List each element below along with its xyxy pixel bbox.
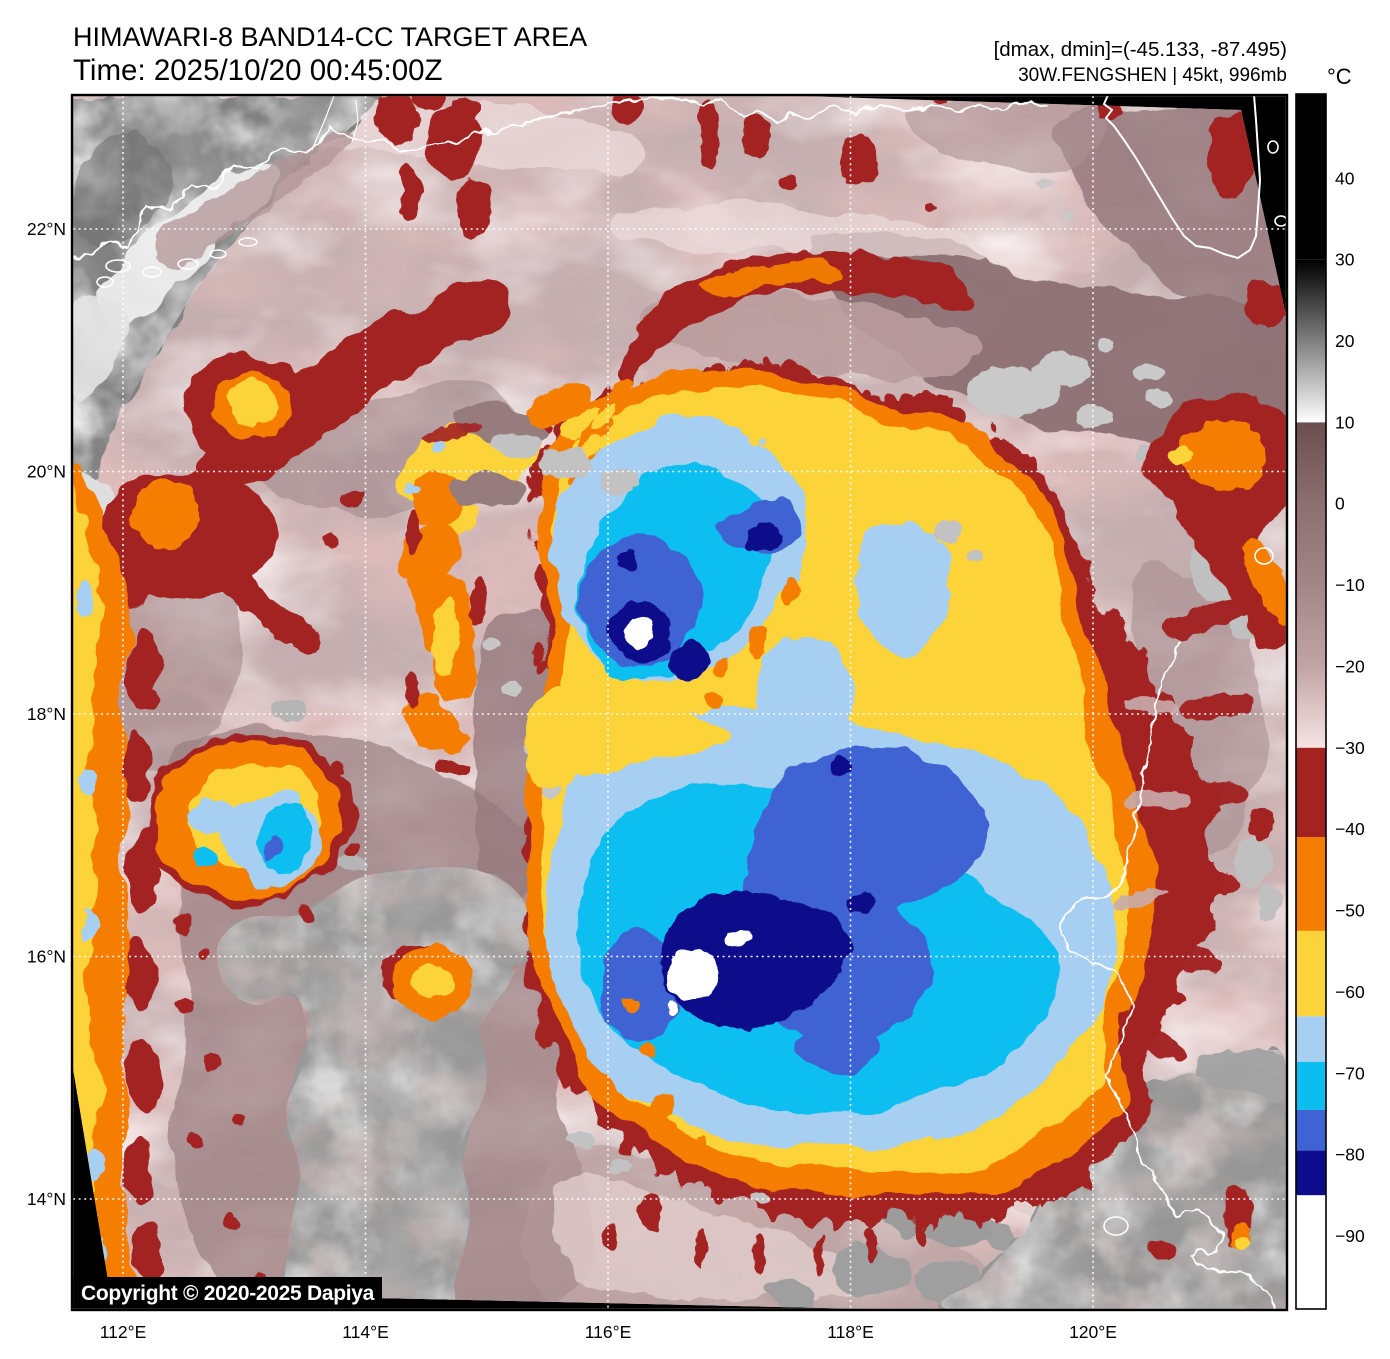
svg-text:−40: −40 (1335, 819, 1365, 839)
svg-text:20°N: 20°N (27, 462, 66, 482)
svg-text:−10: −10 (1335, 575, 1365, 595)
svg-text:Copyright © 2020-2025 Dapiya: Copyright © 2020-2025 Dapiya (81, 1282, 375, 1305)
svg-text:−20: −20 (1335, 657, 1365, 677)
svg-text:30: 30 (1335, 250, 1355, 270)
svg-text:20: 20 (1335, 331, 1355, 351)
svg-text:16°N: 16°N (27, 947, 66, 967)
svg-text:22°N: 22°N (27, 219, 66, 239)
svg-text:HIMAWARI-8 BAND14-CC TARGET AR: HIMAWARI-8 BAND14-CC TARGET AREA (73, 22, 587, 52)
svg-text:−50: −50 (1335, 901, 1365, 921)
svg-text:40: 40 (1335, 168, 1355, 188)
svg-text:°C: °C (1327, 64, 1352, 89)
svg-text:14°N: 14°N (27, 1189, 66, 1209)
svg-text:120°E: 120°E (1069, 1322, 1117, 1342)
svg-text:Time: 2025/10/20 00:45:00Z: Time: 2025/10/20 00:45:00Z (73, 54, 443, 87)
svg-text:112°E: 112°E (100, 1322, 147, 1342)
svg-text:118°E: 118°E (827, 1322, 874, 1342)
svg-text:0: 0 (1335, 494, 1345, 514)
svg-text:[dmax, dmin]=(-45.133, -87.495: [dmax, dmin]=(-45.133, -87.495) (994, 38, 1287, 61)
svg-text:116°E: 116°E (585, 1322, 632, 1342)
svg-text:−60: −60 (1335, 982, 1365, 1002)
svg-text:10: 10 (1335, 412, 1355, 432)
svg-text:−80: −80 (1335, 1145, 1365, 1165)
svg-text:−90: −90 (1335, 1226, 1365, 1246)
svg-text:−70: −70 (1335, 1063, 1365, 1083)
svg-text:−30: −30 (1335, 738, 1365, 758)
svg-text:18°N: 18°N (27, 704, 66, 724)
svg-text:30W.FENGSHEN | 45kt, 996mb: 30W.FENGSHEN | 45kt, 996mb (1018, 65, 1287, 86)
svg-text:114°E: 114°E (342, 1322, 389, 1342)
